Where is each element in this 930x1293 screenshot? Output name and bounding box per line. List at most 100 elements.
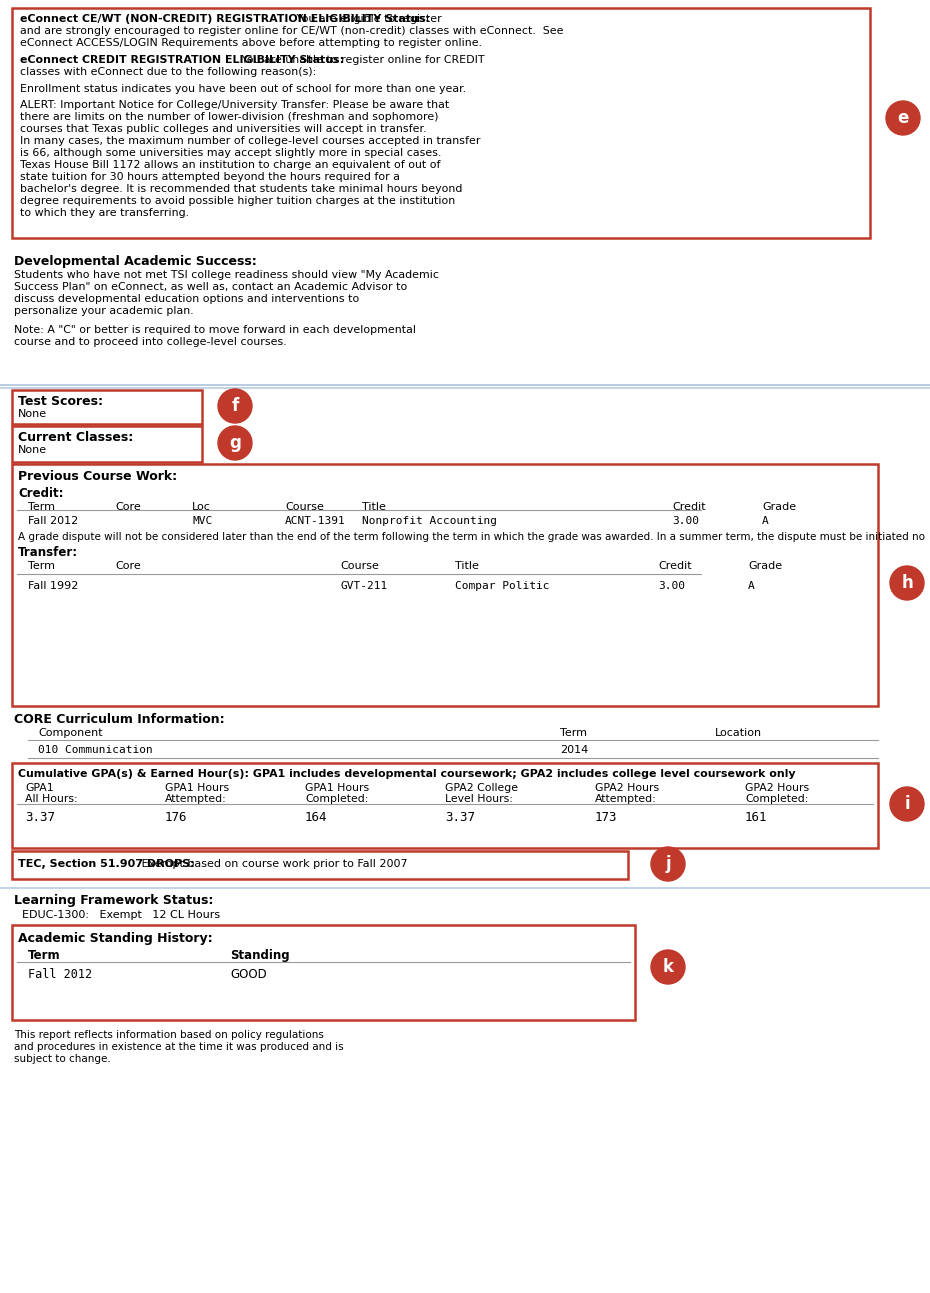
Text: j: j [665, 855, 671, 873]
Circle shape [218, 389, 252, 423]
Text: Core: Core [115, 561, 140, 572]
Text: Component: Component [38, 728, 102, 738]
Circle shape [886, 101, 920, 134]
Text: Loc: Loc [192, 502, 211, 512]
Text: Fall 2012: Fall 2012 [28, 968, 92, 981]
Bar [12, 425, 202, 462]
Text: Title: Title [455, 561, 479, 572]
Text: Previous Course Work:: Previous Course Work: [18, 469, 177, 484]
Circle shape [651, 950, 685, 984]
Text: eConnect CE/WT (NON-CREDIT) REGISTRATION ELIGIBILITY Status:: eConnect CE/WT (NON-CREDIT) REGISTRATION… [20, 14, 430, 25]
Text: GPA2 College: GPA2 College [445, 784, 518, 793]
Bar [12, 8, 870, 238]
Text: f: f [232, 397, 239, 415]
Text: Test Scores:: Test Scores: [18, 394, 103, 409]
Text: Core: Core [115, 502, 140, 512]
Text: classes with eConnect due to the following reason(s):: classes with eConnect due to the followi… [20, 67, 316, 78]
Text: 010 Communication: 010 Communication [38, 745, 153, 755]
Text: Fall 1992: Fall 1992 [28, 581, 78, 591]
Text: GPA2 Hours: GPA2 Hours [745, 784, 809, 793]
Text: Attempted:: Attempted: [595, 794, 657, 803]
Text: MVC: MVC [192, 516, 212, 526]
Text: 176: 176 [165, 811, 188, 824]
Text: EDUC-1300:   Exempt   12 CL Hours: EDUC-1300: Exempt 12 CL Hours [22, 910, 220, 921]
Text: Term: Term [28, 561, 55, 572]
Text: Credit: Credit [658, 561, 692, 572]
Text: 3.00: 3.00 [658, 581, 685, 591]
Text: A grade dispute will not be considered later than the end of the term following : A grade dispute will not be considered l… [18, 531, 925, 542]
Text: Enrollment status indicates you have been out of school for more than one year.: Enrollment status indicates you have bee… [20, 84, 466, 94]
Text: eConnect CREDIT REGISTRATION ELIGIBILITY Status:: eConnect CREDIT REGISTRATION ELIGIBILITY… [20, 56, 344, 65]
Text: None: None [18, 445, 47, 455]
Text: Term: Term [28, 949, 60, 962]
Circle shape [218, 425, 252, 460]
Text: Exempt based on course work prior to Fall 2007: Exempt based on course work prior to Fal… [138, 859, 407, 869]
Text: courses that Texas public colleges and universities will accept in transfer.: courses that Texas public colleges and u… [20, 124, 427, 134]
Text: Attempted:: Attempted: [165, 794, 227, 803]
Text: You are unable to register online for CREDIT: You are unable to register online for CR… [238, 56, 485, 65]
Text: Credit:: Credit: [18, 487, 63, 500]
Text: GOOD: GOOD [230, 968, 267, 981]
Text: Grade: Grade [748, 561, 782, 572]
Text: Title: Title [362, 502, 386, 512]
Text: Fall 2012: Fall 2012 [28, 516, 78, 526]
Text: h: h [901, 574, 913, 592]
Text: degree requirements to avoid possible higher tuition charges at the institution: degree requirements to avoid possible hi… [20, 197, 456, 206]
Text: CORE Curriculum Information:: CORE Curriculum Information: [14, 712, 225, 725]
Bar [12, 851, 628, 879]
Text: Course: Course [340, 561, 379, 572]
Text: k: k [662, 958, 673, 976]
Text: A: A [748, 581, 755, 591]
Text: Standing: Standing [230, 949, 289, 962]
Text: Level Hours:: Level Hours: [445, 794, 512, 803]
Text: i: i [904, 795, 910, 813]
Text: Term: Term [560, 728, 587, 738]
Text: bachelor's degree. It is recommended that students take minimal hours beyond: bachelor's degree. It is recommended tha… [20, 184, 462, 194]
Text: e: e [897, 109, 909, 127]
Text: GPA1 Hours: GPA1 Hours [305, 784, 369, 793]
Text: GPA1: GPA1 [25, 784, 54, 793]
Text: is 66, although some universities may accept slightly more in special cases.: is 66, although some universities may ac… [20, 147, 442, 158]
Circle shape [651, 847, 685, 881]
Bar [12, 763, 878, 848]
Text: to which they are transferring.: to which they are transferring. [20, 208, 189, 219]
Bar [12, 464, 878, 706]
Text: Location: Location [715, 728, 762, 738]
Circle shape [890, 566, 924, 600]
Text: Compar Politic: Compar Politic [455, 581, 550, 591]
Text: Cumulative GPA(s) & Earned Hour(s): GPA1 includes developmental coursework; GPA2: Cumulative GPA(s) & Earned Hour(s): GPA1… [18, 769, 795, 778]
Text: Nonprofit Accounting: Nonprofit Accounting [362, 516, 497, 526]
Circle shape [890, 787, 924, 821]
Text: ALERT: Important Notice for College/University Transfer: Please be aware that: ALERT: Important Notice for College/Univ… [20, 100, 449, 110]
Text: Note: A "C" or better is required to move forward in each developmental: Note: A "C" or better is required to mov… [14, 325, 416, 335]
Text: there are limits on the number of lower-division (freshman and sophomore): there are limits on the number of lower-… [20, 112, 439, 122]
Text: Developmental Academic Success:: Developmental Academic Success: [14, 255, 257, 268]
Text: 3.00: 3.00 [672, 516, 699, 526]
Bar [12, 924, 635, 1020]
Text: All Hours:: All Hours: [25, 794, 77, 803]
Text: You are eligible to register: You are eligible to register [293, 14, 442, 25]
Text: Texas House Bill 1172 allows an institution to charge an equivalent of out of: Texas House Bill 1172 allows an institut… [20, 160, 441, 169]
Text: Learning Framework Status:: Learning Framework Status: [14, 893, 213, 906]
Text: TEC, Section 51.907 DROPS:: TEC, Section 51.907 DROPS: [18, 859, 194, 869]
Text: 164: 164 [305, 811, 327, 824]
Text: 3.37: 3.37 [25, 811, 55, 824]
Text: and are strongly encouraged to register online for CE/WT (non-credit) classes wi: and are strongly encouraged to register … [20, 26, 564, 36]
Text: 173: 173 [595, 811, 618, 824]
Text: Completed:: Completed: [745, 794, 808, 803]
Text: GPA2 Hours: GPA2 Hours [595, 784, 659, 793]
Text: None: None [18, 409, 47, 419]
Text: Academic Standing History:: Academic Standing History: [18, 932, 213, 945]
Text: Term: Term [28, 502, 55, 512]
Bar [12, 390, 202, 424]
Text: GPA1 Hours: GPA1 Hours [165, 784, 229, 793]
Text: personalize your academic plan.: personalize your academic plan. [14, 306, 193, 315]
Text: Credit: Credit [672, 502, 706, 512]
Text: Current Classes:: Current Classes: [18, 431, 133, 443]
Text: subject to change.: subject to change. [14, 1054, 111, 1064]
Text: GVT-211: GVT-211 [340, 581, 387, 591]
Text: Transfer:: Transfer: [18, 546, 78, 559]
Text: and procedures in existence at the time it was produced and is: and procedures in existence at the time … [14, 1042, 343, 1053]
Text: 161: 161 [745, 811, 767, 824]
Text: Completed:: Completed: [305, 794, 368, 803]
